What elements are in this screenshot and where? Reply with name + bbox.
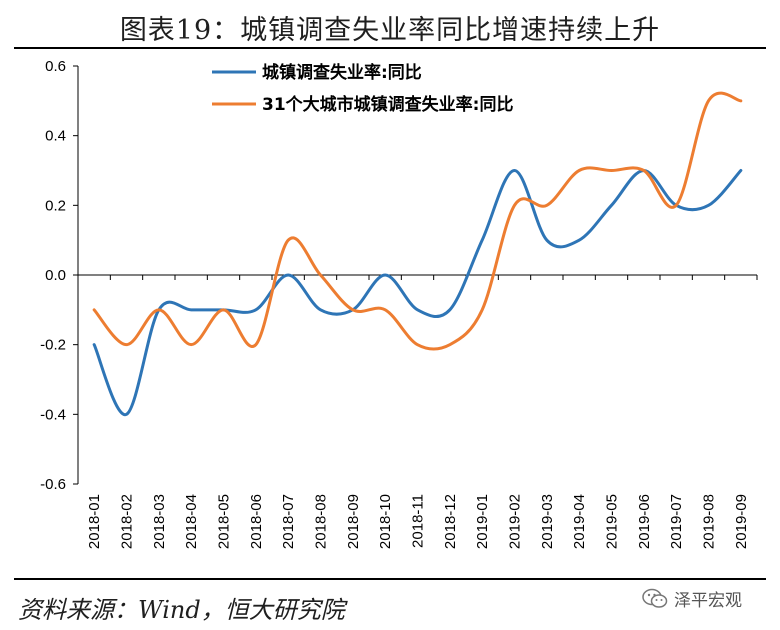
x-tick-label: 2018-02 — [119, 494, 136, 549]
watermark-text: 泽平宏观 — [674, 591, 742, 611]
x-tick-label: 2019-06 — [636, 494, 653, 549]
x-tick-label: 2018-09 — [345, 494, 362, 549]
watermark: 泽平宏观 — [642, 586, 742, 611]
x-tick-label: 2018-03 — [151, 494, 168, 549]
x-tick-label: 2018-06 — [248, 494, 265, 549]
x-tick-label: 2018-05 — [216, 494, 233, 549]
legend-label-1: 城镇调查失业率:同比 — [262, 62, 422, 83]
line-chart: 0.6 0.4 0.2 0.0 -0.2 -0.4 -0.6 2018-01 2018-02 20… — [40, 58, 758, 549]
x-tick-label: 2019-09 — [733, 494, 750, 549]
x-tick-label: 2018-04 — [183, 494, 200, 549]
y-tick-label: 0.6 — [45, 58, 66, 75]
x-tick-label: 2019-08 — [701, 494, 718, 549]
x-tick-label: 2019-04 — [571, 494, 588, 549]
y-tick-label: 0.4 — [45, 128, 66, 145]
x-tick-label: 2019-03 — [539, 494, 556, 549]
x-tick-label: 2018-07 — [280, 494, 297, 549]
x-tick-label: 2019-05 — [604, 494, 621, 549]
x-tick-label: 2019-07 — [668, 494, 685, 549]
footer-divider — [14, 578, 766, 580]
series-line-2 — [92, 91, 743, 351]
title-divider — [14, 47, 766, 49]
x-tick-label: 2018-10 — [377, 494, 394, 549]
wechat-icon — [642, 588, 668, 608]
y-tick-label: -0.6 — [40, 476, 66, 493]
y-tick-label: 0.2 — [45, 197, 66, 214]
x-tick-label: 2018-08 — [313, 494, 330, 549]
x-tick-label: 2018-11 — [410, 494, 427, 548]
x-tick-label: 2019-01 — [474, 494, 491, 549]
series-line-1 — [92, 169, 743, 416]
y-tick-label: -0.4 — [40, 406, 66, 423]
y-tick-label: -0.2 — [40, 337, 66, 354]
x-tick-label: 2019-02 — [507, 494, 524, 549]
source-note: 资料来源：Wind，恒大研究院 — [18, 596, 345, 624]
x-tick-label: 2018-12 — [442, 494, 459, 549]
chart-title: 图表19：城镇调查失业率同比增速持续上升 — [119, 15, 661, 46]
y-tick-label: 0.0 — [45, 267, 66, 284]
legend-label-2: 31个大城市城镇调查失业率:同比 — [262, 94, 513, 115]
x-tick-label: 2018-01 — [86, 494, 103, 549]
